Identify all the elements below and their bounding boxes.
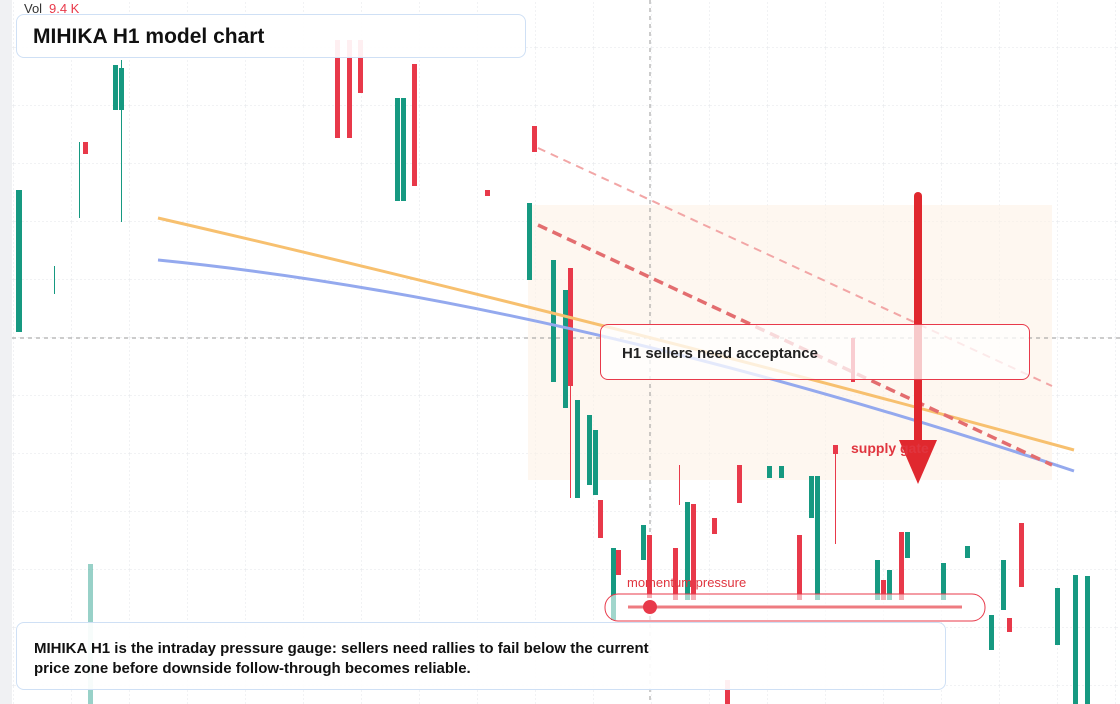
trend-dashed [537, 223, 1053, 467]
left-strip [0, 0, 12, 704]
callout: H1 sellers need acceptance [600, 324, 1030, 380]
arrow-head [899, 440, 937, 484]
green-candles [16, 60, 1090, 704]
supply-label: supply gate [851, 440, 929, 456]
footer-note: MIHIKA H1 is the intraday pressure gauge… [16, 622, 946, 690]
title: MIHIKA H1 model chart [16, 14, 526, 58]
footer-text: MIHIKA H1 is the intraday pressure gauge… [34, 640, 649, 677]
volume-value: 9.4 K [49, 1, 80, 16]
momentum-label: momentum pressure [627, 575, 746, 590]
volume-label: Vol [24, 1, 42, 16]
momentum-dot [643, 600, 657, 614]
trend-light [537, 147, 1053, 387]
red-candles [83, 40, 1024, 704]
blue-average [157, 258, 1075, 473]
